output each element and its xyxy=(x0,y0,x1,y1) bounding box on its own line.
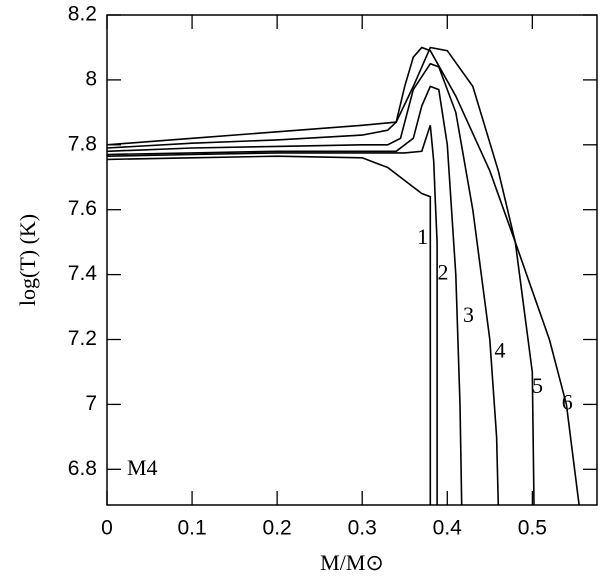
curve-label: 6 xyxy=(562,389,573,414)
x-tick-label: 0.5 xyxy=(518,517,547,540)
curve-label: 5 xyxy=(532,373,543,398)
y-tick-label: 7 xyxy=(85,392,97,415)
curve xyxy=(106,125,438,505)
curve xyxy=(106,85,463,506)
y-tick-label: 7.8 xyxy=(68,132,97,155)
x-axis-label: M/M⊙ xyxy=(320,550,384,575)
plot-frame xyxy=(106,14,598,506)
annotation: M4 xyxy=(127,455,158,480)
curve-label: 4 xyxy=(495,338,506,363)
curve-label: 3 xyxy=(463,302,474,327)
curve xyxy=(106,46,580,506)
y-tick-label: 7.6 xyxy=(68,197,97,220)
curve xyxy=(106,62,500,506)
x-tick-label: 0.3 xyxy=(348,517,377,540)
y-tick-label: 8 xyxy=(85,67,97,90)
y-tick-label: 7.2 xyxy=(68,327,97,350)
y-tick-label: 8.2 xyxy=(68,3,97,26)
x-tick-label: 0 xyxy=(101,517,113,540)
curve-label: 2 xyxy=(438,260,449,285)
x-tick-label: 0.2 xyxy=(263,517,292,540)
x-tick-label: 0.1 xyxy=(177,517,206,540)
curve xyxy=(106,46,535,506)
y-tick-label: 6.8 xyxy=(68,457,97,480)
y-tick-label: 7.4 xyxy=(68,262,98,285)
curve xyxy=(106,155,432,505)
x-tick-label: 0.4 xyxy=(433,517,463,540)
curve-label: 1 xyxy=(417,224,428,249)
y-axis-label: log(T) (K) xyxy=(15,214,40,306)
